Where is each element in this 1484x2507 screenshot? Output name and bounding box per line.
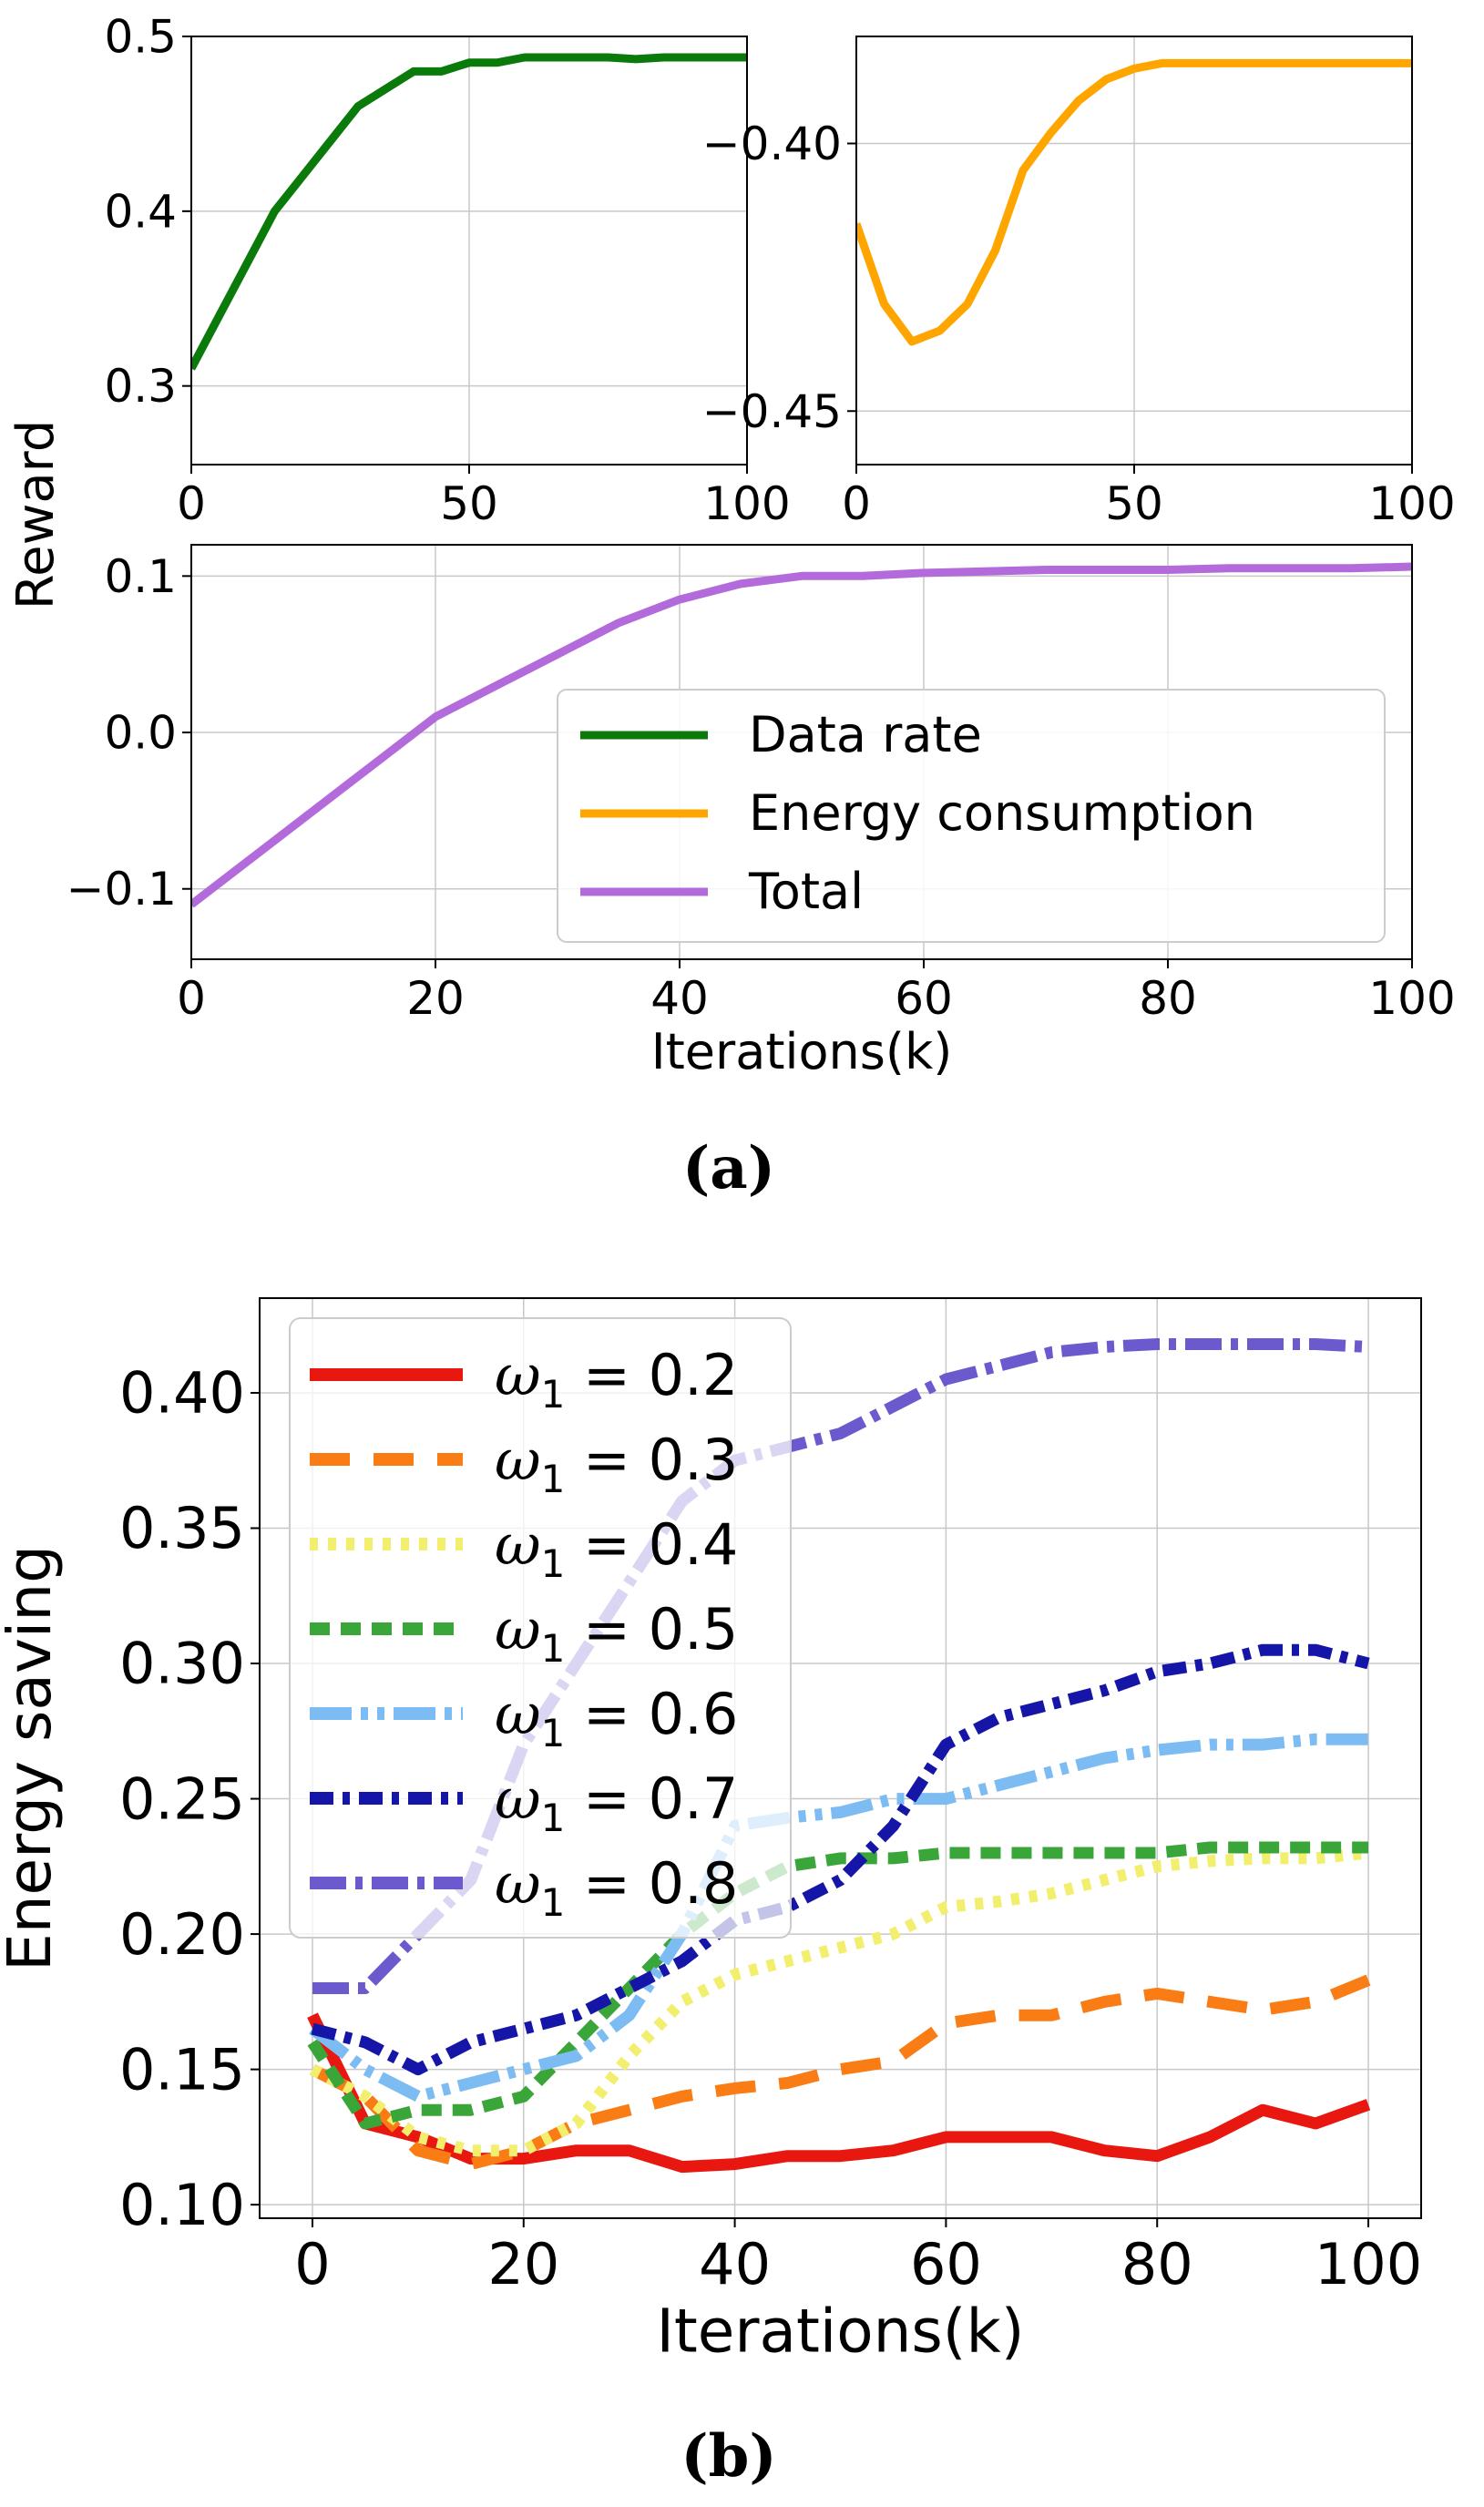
y-tick-label: 0.20 bbox=[119, 1901, 245, 1968]
grid bbox=[855, 36, 1413, 465]
x-tick-label: 60 bbox=[895, 972, 953, 1025]
y-tick-label: 0.10 bbox=[119, 2172, 245, 2238]
series-group bbox=[191, 53, 747, 371]
caption-b: (b) bbox=[681, 2422, 776, 2491]
x-tick-label: 40 bbox=[650, 972, 709, 1025]
legend: Data rate Energy consumption Total bbox=[557, 689, 1386, 943]
plot-data-rate: 0 50 100 0.3 0.4 0.5 bbox=[104, 11, 790, 531]
series-line-2 bbox=[310, 1974, 1371, 2171]
x-tick-label: 80 bbox=[1121, 2231, 1193, 2297]
y-axis-label: Energy saving bbox=[0, 1545, 65, 1971]
x-tick-label: 100 bbox=[1368, 972, 1455, 1025]
x-axis-label: Iterations(k) bbox=[656, 2296, 1024, 2366]
legend-label: ω1 = 0.3 bbox=[495, 1427, 738, 1501]
x-tick-label: 50 bbox=[1105, 477, 1163, 530]
y-tick-label: 0.30 bbox=[119, 1631, 245, 1697]
x-tick-label: 60 bbox=[910, 2231, 982, 2297]
x-tick-label: 100 bbox=[1315, 2231, 1422, 2297]
x-tick-label: 100 bbox=[1368, 477, 1455, 530]
plot-total-reward: 0 20 40 60 80 100 −0.1 0.0 0.1 Iterations(k) Data … bbox=[67, 544, 1456, 1080]
x-tick-label: 20 bbox=[487, 2231, 559, 2297]
y-tick-label: 0.0 bbox=[104, 707, 177, 760]
legend-label: ω1 = 0.6 bbox=[495, 1681, 738, 1755]
legend-label: Energy consumption bbox=[749, 784, 1255, 842]
y-tick-label: 0.15 bbox=[119, 2036, 245, 2103]
x-tick-label: 40 bbox=[699, 2231, 771, 2297]
y-tick-label: 0.4 bbox=[104, 185, 177, 238]
legend-box bbox=[289, 1317, 792, 1939]
legend-label: Total bbox=[748, 863, 864, 920]
y-tick-label: −0.40 bbox=[702, 118, 842, 170]
axes-frame bbox=[259, 1297, 1422, 2219]
legend-label: ω1 = 0.2 bbox=[495, 1342, 738, 1417]
grid bbox=[190, 36, 748, 465]
reward-ylabel: Reward bbox=[6, 420, 66, 610]
legend-label: ω1 = 0.5 bbox=[495, 1596, 738, 1671]
plot-energy-saving: 0 20 40 60 80 100 0.10 0.15 0.20 0.25 0.30 0.35 0.40… bbox=[0, 1297, 1422, 2366]
legend-label: Data rate bbox=[749, 706, 982, 763]
legend-label: ω1 = 0.4 bbox=[495, 1511, 738, 1586]
y-tick-label: −0.1 bbox=[67, 863, 177, 916]
x-tick-label: 0 bbox=[842, 477, 871, 530]
axes-frame bbox=[190, 544, 1413, 960]
x-tick-label: 0 bbox=[294, 2231, 330, 2297]
y-tick-label: −0.45 bbox=[702, 385, 842, 438]
plot-energy-consumption: 0 50 100 −0.40 −0.45 bbox=[702, 36, 1456, 530]
series-line-1 bbox=[307, 2012, 1371, 2174]
x-tick-label: 20 bbox=[406, 972, 465, 1025]
y-tick-label: 0.5 bbox=[104, 11, 177, 64]
y-tick-label: 0.40 bbox=[119, 1360, 245, 1427]
x-axis-label: Iterations(k) bbox=[651, 1023, 953, 1080]
x-tick-label: 50 bbox=[440, 477, 498, 530]
legend-label: ω1 = 0.8 bbox=[495, 1850, 738, 1925]
y-tick-label: 0.25 bbox=[119, 1765, 245, 1832]
series-group bbox=[856, 58, 1412, 346]
x-tick-label: 100 bbox=[703, 477, 790, 530]
y-tick-label: 0.3 bbox=[104, 360, 177, 413]
x-tick-label: 0 bbox=[177, 972, 206, 1025]
y-tick-label: 0.1 bbox=[104, 550, 177, 603]
caption-a: (a) bbox=[682, 1134, 775, 1202]
y-tick-label: 0.35 bbox=[119, 1495, 245, 1561]
legend: ω1 = 0.2 ω1 = 0.3 ω1 = 0.4 ω1 = 0.5 ω1 = 0.6… bbox=[289, 1317, 792, 1939]
x-tick-label: 80 bbox=[1139, 972, 1197, 1025]
legend-box bbox=[557, 689, 1386, 943]
legend-label: ω1 = 0.7 bbox=[495, 1765, 738, 1840]
x-tick-label: 0 bbox=[177, 477, 206, 530]
